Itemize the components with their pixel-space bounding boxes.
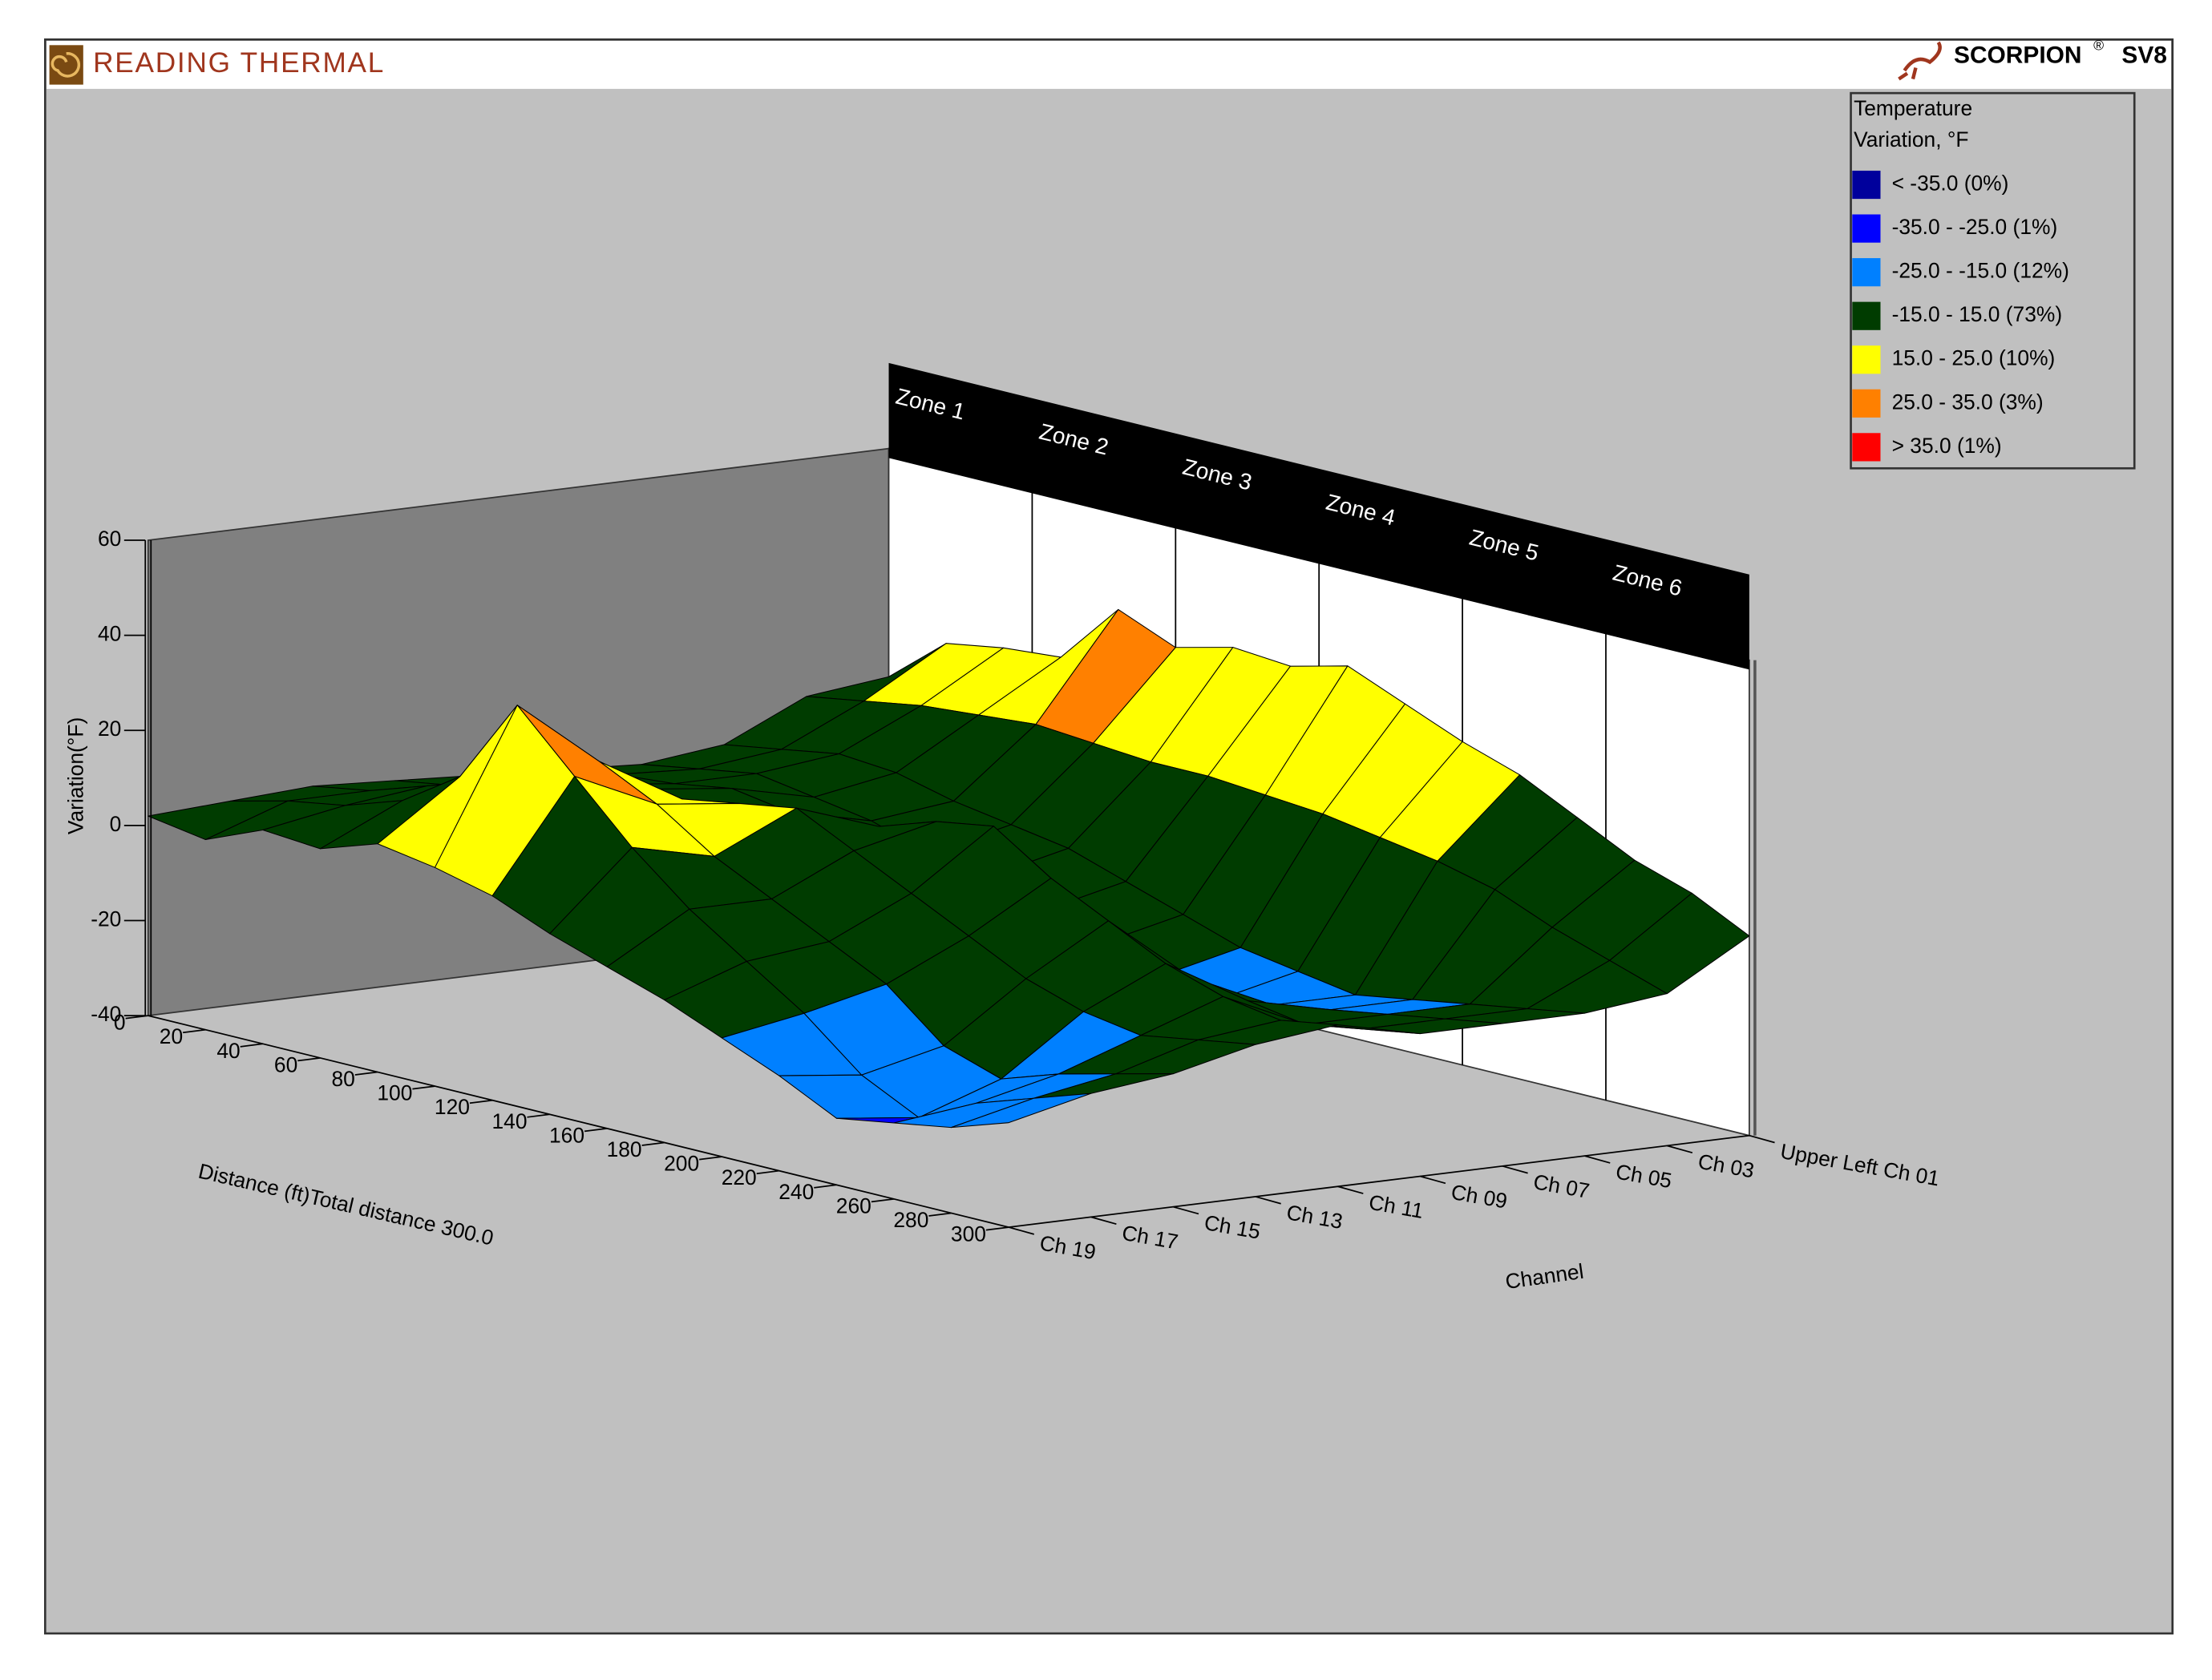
- zone-band: [888, 362, 1749, 670]
- legend-swatch: [1852, 433, 1881, 462]
- legend-swatch: [1852, 345, 1881, 374]
- legend-title: Temperature: [1854, 96, 1972, 120]
- x-tick-label: 60: [274, 1052, 297, 1076]
- channel-tick: [1502, 1165, 1528, 1174]
- channel-tick: [1420, 1175, 1446, 1185]
- x-tick-label: 280: [893, 1208, 928, 1232]
- legend-swatch: [1852, 258, 1881, 287]
- legend-label: 15.0 - 25.0 (10%): [1892, 346, 2056, 370]
- x-axis: [148, 1015, 1009, 1228]
- x-tick: [125, 1015, 148, 1020]
- registered-mark: ®: [2093, 38, 2104, 54]
- x-tick: [183, 1028, 206, 1034]
- y-tick-label: -20: [91, 907, 121, 931]
- legend-swatch: [1852, 214, 1881, 243]
- channel-axis: [1008, 1134, 1749, 1228]
- legend-box: [1850, 91, 2136, 470]
- product-model: SV8: [2121, 42, 2167, 68]
- x-tick: [871, 1198, 895, 1203]
- x-tick: [928, 1212, 952, 1217]
- legend-label: -35.0 - -25.0 (1%): [1892, 215, 2058, 239]
- x-tick: [240, 1043, 263, 1048]
- x-tick-label: 180: [607, 1137, 642, 1161]
- legend-swatch: [1852, 301, 1881, 330]
- legend-swatch: [1852, 389, 1881, 418]
- x-tick-label: 200: [664, 1152, 699, 1176]
- y-tick-label: 0: [110, 812, 122, 836]
- legend-label: 25.0 - 35.0 (3%): [1892, 390, 2044, 414]
- x-tick-label: 240: [778, 1180, 814, 1204]
- x-tick-label: 160: [549, 1123, 584, 1147]
- channel-tick: [1749, 1134, 1775, 1144]
- channel-tick: [1173, 1205, 1199, 1215]
- surface-cell: [950, 1092, 1092, 1129]
- x-tick-label: 220: [722, 1165, 757, 1189]
- y-tick-label: 60: [98, 527, 121, 551]
- product-name: SCORPION: [1954, 42, 2082, 68]
- legend-swatch: [1852, 170, 1881, 200]
- x-tick-label: 260: [836, 1193, 871, 1218]
- x-tick: [985, 1226, 1009, 1231]
- channel-tick: [1584, 1155, 1611, 1164]
- y-tick-label: 20: [98, 717, 121, 741]
- channel-tick: [1666, 1145, 1693, 1154]
- y-tick-label: -40: [91, 1002, 121, 1026]
- x-tick: [756, 1169, 779, 1175]
- channel-tick: [1255, 1196, 1281, 1205]
- brand-name: READING THERMAL: [93, 47, 385, 79]
- x-tick: [641, 1141, 665, 1146]
- x-tick-label: 0: [114, 1011, 126, 1035]
- x-tick-label: 140: [491, 1109, 527, 1133]
- x-tick: [699, 1156, 722, 1161]
- x-tick-label: 100: [377, 1081, 412, 1105]
- legend-label: > 35.0 (1%): [1892, 434, 2002, 458]
- x-tick: [412, 1085, 435, 1090]
- x-tick-label: 40: [216, 1039, 240, 1063]
- channel-tick: [1090, 1216, 1117, 1226]
- legend-title: Variation, °F: [1854, 127, 1968, 151]
- x-tick-label: 120: [435, 1095, 470, 1119]
- x-tick-label: 80: [331, 1067, 354, 1091]
- header-bar: [47, 41, 2171, 89]
- y-axis-title: Variation(°F): [64, 717, 88, 834]
- brand-logo-swirl: [51, 52, 81, 78]
- legend-label: < -35.0 (0%): [1892, 172, 2009, 196]
- channel-tick: [1008, 1226, 1034, 1235]
- x-tick: [527, 1113, 550, 1118]
- x-tick: [584, 1128, 608, 1133]
- x-tick-label: 20: [160, 1024, 183, 1048]
- x-tick-label: 300: [951, 1222, 986, 1246]
- x-tick: [297, 1057, 321, 1062]
- legend-label: -25.0 - -15.0 (12%): [1892, 259, 2069, 283]
- y-tick-label: 40: [98, 622, 121, 646]
- legend-label: -15.0 - 15.0 (73%): [1892, 302, 2063, 326]
- x-tick: [469, 1099, 493, 1105]
- x-tick: [354, 1071, 378, 1076]
- scorpion-icon: [1898, 41, 1942, 81]
- x-tick: [814, 1184, 837, 1189]
- channel-tick: [1337, 1185, 1364, 1194]
